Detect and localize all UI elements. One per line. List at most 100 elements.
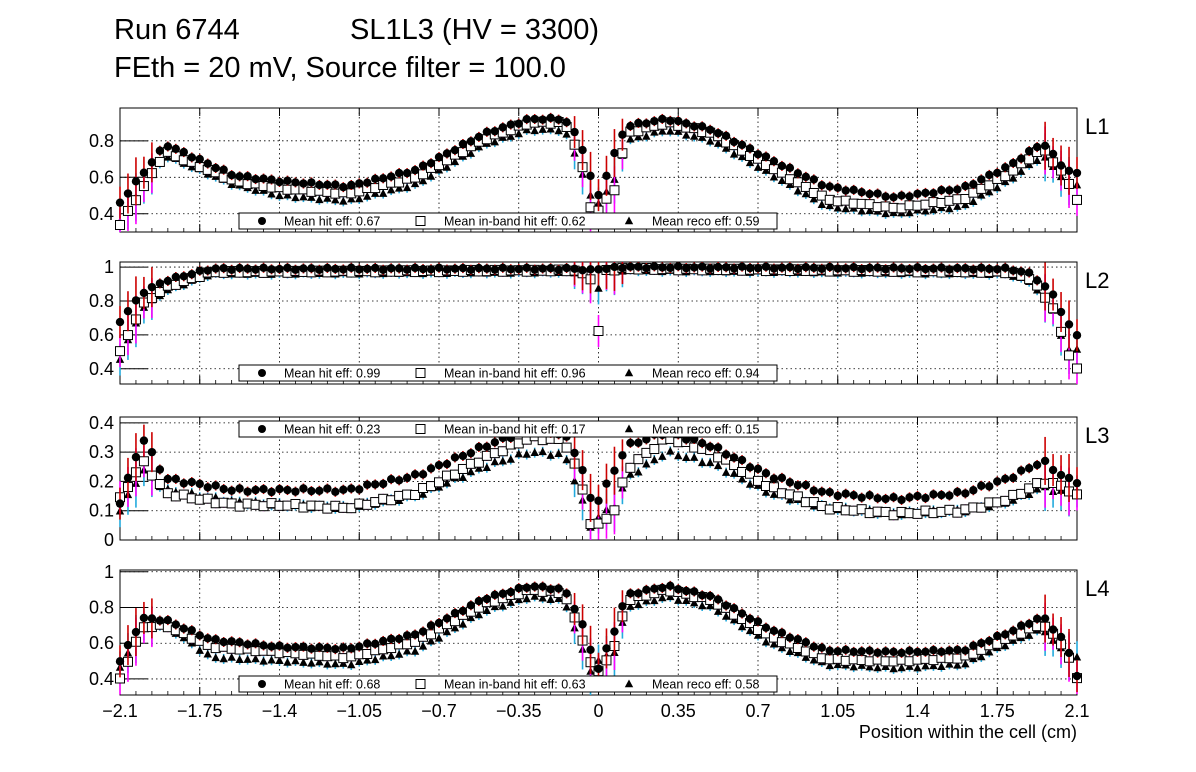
hit-eff-point (929, 188, 938, 198)
hit-eff-point (538, 264, 547, 273)
hit-eff-point (1064, 320, 1074, 329)
hit-eff-point (833, 491, 842, 501)
hit-eff-point (323, 643, 332, 653)
x-tick-label: 0 (593, 701, 603, 721)
hit-eff-point (179, 479, 188, 488)
hit-eff-point (745, 463, 755, 472)
hit-eff-point (554, 265, 563, 274)
hit-eff-point (793, 264, 803, 274)
reco-eff-point (634, 600, 643, 609)
reco-eff-point (761, 637, 771, 646)
hit-eff-point (626, 438, 635, 448)
inband-eff-point (649, 444, 660, 455)
hit-eff-point (873, 648, 882, 657)
reco-eff-point (482, 463, 492, 472)
hit-eff-point (873, 263, 882, 272)
hit-eff-point (1009, 158, 1018, 168)
hit-eff-point (506, 120, 515, 129)
reco-eff-point (666, 126, 675, 135)
hit-eff-point (203, 159, 212, 168)
hit-eff-point (777, 628, 787, 637)
hit-eff-point (115, 198, 125, 207)
reco-eff-point (307, 658, 316, 667)
reco-eff-point (945, 204, 954, 213)
hit-eff-point (969, 265, 978, 274)
hit-eff-point (426, 265, 436, 274)
hit-eff-point (769, 264, 779, 273)
reco-eff-point (506, 598, 515, 606)
hit-eff-point (418, 627, 428, 636)
hit-eff-point (737, 262, 747, 271)
hit-eff-point (394, 264, 404, 273)
hit-eff-point (554, 115, 563, 124)
reco-eff-point (817, 200, 826, 209)
hit-eff-point (977, 175, 986, 184)
hit-eff-point (323, 484, 332, 493)
reco-eff-point (378, 189, 388, 197)
y-tick-label: 0.6 (89, 325, 114, 345)
hit-eff-point (809, 263, 819, 273)
hit-eff-point (1032, 142, 1042, 152)
hit-eff-point (833, 183, 842, 192)
reco-eff-point (801, 189, 811, 198)
inband-eff-point (633, 454, 644, 465)
reco-eff-point (721, 143, 731, 152)
hit-eff-point (634, 262, 643, 271)
hit-eff-point (506, 265, 515, 274)
hit-eff-point (1064, 648, 1074, 658)
hit-eff-point (275, 264, 284, 274)
hit-eff-point (586, 265, 595, 274)
reco-eff-point (777, 643, 787, 652)
hit-eff-point (610, 262, 619, 272)
hit-eff-point (434, 618, 444, 628)
y-tick-label: 0.8 (89, 598, 114, 618)
hit-eff-point (139, 436, 149, 445)
hit-eff-point (1040, 141, 1050, 150)
inband-eff-point (1000, 495, 1011, 506)
inband-eff-point (1016, 488, 1027, 499)
hit-eff-point (131, 627, 141, 637)
hit-eff-point (299, 642, 308, 651)
hit-eff-point (977, 263, 986, 272)
y-tick-label: 1 (104, 562, 114, 582)
panel-l2: 0.4 0.6 0.8 1 L2 Mean hit eff: 0.99 Mean in-ba… (89, 257, 1109, 385)
hit-eff-point (283, 263, 292, 273)
hit-eff-point (697, 591, 707, 600)
hit-eff-point (307, 486, 316, 496)
hit-eff-point (1024, 619, 1034, 629)
hit-eff-point (235, 263, 244, 273)
reco-eff-point (825, 201, 834, 210)
reco-eff-point (1016, 167, 1026, 175)
hit-eff-point (458, 606, 468, 616)
hit-eff-point (307, 264, 316, 273)
hit-eff-point (482, 594, 492, 604)
hit-eff-point (283, 485, 292, 495)
hit-eff-point (769, 474, 779, 483)
hit-eff-point (235, 484, 244, 493)
hit-eff-point (371, 639, 380, 648)
hit-eff-point (211, 481, 220, 490)
hit-eff-point (905, 192, 914, 201)
legend-inband-text: Mean in-band hit eff: 0.96 (444, 367, 586, 381)
reco-eff-point (666, 446, 675, 455)
hit-eff-point (1040, 282, 1050, 291)
reco-eff-point (418, 489, 428, 498)
hit-eff-point (1048, 465, 1058, 475)
inband-eff-point (625, 462, 636, 473)
reco-eff-point (378, 651, 388, 660)
hit-eff-point (450, 264, 460, 273)
hit-eff-point (745, 263, 755, 273)
reco-eff-point (554, 126, 563, 135)
hit-eff-point (155, 465, 165, 474)
hit-eff-point (905, 646, 914, 655)
legend-reco-text: Mean reco eff: 0.15 (652, 423, 760, 437)
y-tick-label: 0.8 (89, 131, 114, 151)
hit-eff-point (339, 643, 348, 652)
reco-eff-point (506, 454, 515, 463)
hit-eff-point (307, 644, 316, 653)
hit-eff-point (905, 493, 914, 502)
hit-eff-point (1064, 473, 1074, 483)
reco-eff-point (873, 663, 882, 672)
hit-eff-point (147, 282, 157, 292)
reco-eff-point (514, 129, 523, 138)
